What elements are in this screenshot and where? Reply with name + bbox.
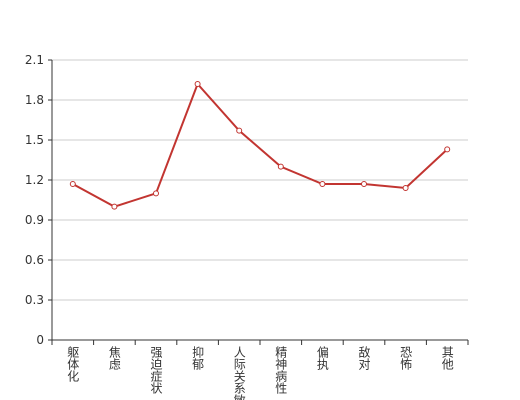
line <box>72 82 448 208</box>
y-tick-label: 0.9 <box>25 213 44 227</box>
y-tick-label: 0.3 <box>25 293 44 307</box>
point <box>194 81 201 87</box>
y-tick-label: 0.6 <box>25 253 44 267</box>
y-tick-label: 2.1 <box>25 53 44 67</box>
y-tick-label: 1.2 <box>25 173 44 187</box>
y-tick-label: 1.8 <box>25 93 44 107</box>
point <box>153 190 159 197</box>
point <box>402 185 409 191</box>
x-tick-label: 强迫症状 <box>149 346 163 394</box>
point <box>69 181 76 187</box>
point <box>444 146 451 153</box>
y-tick-label: 1.5 <box>25 133 44 147</box>
point <box>111 203 118 210</box>
x-tick-label: 精神病性 <box>274 346 288 395</box>
x-tick-label: 人际关系敏感 <box>232 346 246 400</box>
point <box>319 181 326 187</box>
x-tick-label: 恐怖 <box>399 346 413 370</box>
y-tick-label: 0 <box>36 333 44 347</box>
point <box>361 181 367 187</box>
x-tick-label: 焦虑 <box>107 346 121 370</box>
x-tick-label: 敌对 <box>357 345 371 370</box>
point <box>236 127 243 134</box>
x-tick-label: 其他 <box>440 346 454 370</box>
x-tick-label: 抑郁 <box>191 345 205 371</box>
x-tick-label: 偏执 <box>315 345 329 371</box>
x-tick-label: 躯体化 <box>66 345 80 383</box>
point <box>277 163 284 170</box>
